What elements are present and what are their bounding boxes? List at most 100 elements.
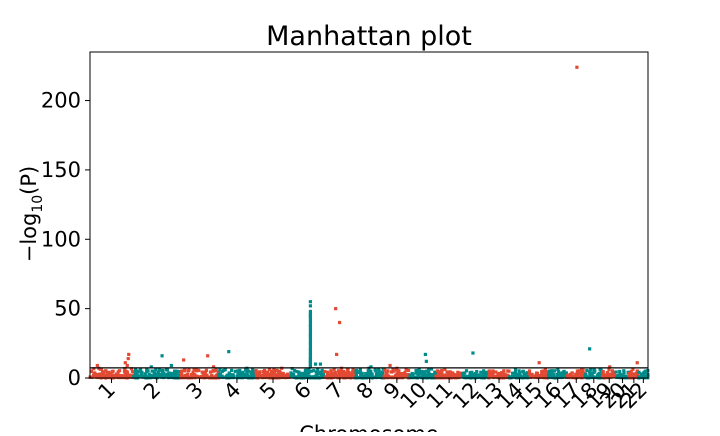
snp-point xyxy=(270,371,274,375)
snp-point xyxy=(193,373,197,377)
snp-point xyxy=(100,375,104,379)
snp-point xyxy=(464,369,469,373)
snp-point xyxy=(252,369,256,373)
snp-point xyxy=(608,365,612,369)
snp-point xyxy=(341,372,345,376)
snp-point xyxy=(461,371,465,376)
snp-point xyxy=(224,375,228,379)
snp-point xyxy=(236,369,240,373)
snp-point xyxy=(590,374,594,378)
snp-point xyxy=(458,373,462,377)
snp-point xyxy=(316,368,320,372)
snp-point xyxy=(211,369,215,373)
snp-point xyxy=(183,373,188,378)
snp-point xyxy=(145,368,149,372)
snp-point xyxy=(575,375,579,380)
snp-point xyxy=(590,371,594,375)
snp-point xyxy=(435,369,440,373)
snp-point xyxy=(598,367,602,371)
snp-point xyxy=(207,375,211,379)
snp-point xyxy=(164,368,169,372)
snp-point xyxy=(308,337,313,341)
snp-point xyxy=(161,368,165,373)
snp-point xyxy=(301,371,305,376)
snp-point xyxy=(131,373,135,377)
snp-point xyxy=(158,372,162,376)
chart-title: Manhattan plot xyxy=(266,21,472,52)
snp-point xyxy=(627,371,631,376)
snp-point xyxy=(434,372,438,376)
snp-point xyxy=(639,372,643,376)
snp-point xyxy=(476,375,480,379)
snp-point xyxy=(556,368,560,372)
snp-point xyxy=(592,370,596,374)
snp-point xyxy=(95,375,100,379)
snp-point xyxy=(183,369,187,373)
snp-point xyxy=(601,371,605,375)
snp-point xyxy=(153,375,157,379)
snp-point xyxy=(544,370,549,374)
snp-point xyxy=(106,374,111,378)
snp-point xyxy=(552,373,556,377)
snp-point xyxy=(517,369,521,373)
snp-point xyxy=(440,370,444,374)
snp-point xyxy=(328,372,332,376)
snp-point xyxy=(134,373,139,378)
snp-point xyxy=(427,371,431,376)
snp-point xyxy=(383,374,388,378)
snp-point xyxy=(623,375,628,379)
snp-point xyxy=(455,375,459,380)
snp-point xyxy=(504,375,508,379)
snp-point xyxy=(344,371,348,375)
snp-point xyxy=(235,375,239,379)
snp-point xyxy=(622,369,626,373)
snp-point xyxy=(283,373,287,378)
snp-point xyxy=(614,370,618,374)
snp-point xyxy=(95,373,99,377)
snp-point xyxy=(170,375,174,379)
snp-point xyxy=(308,304,313,308)
snp-point xyxy=(346,375,350,379)
snp-point xyxy=(580,372,584,376)
snp-point xyxy=(540,370,544,374)
snp-point xyxy=(337,320,342,325)
snp-point xyxy=(481,371,485,375)
snp-point xyxy=(557,372,561,376)
snp-point xyxy=(446,373,451,377)
snp-point xyxy=(418,370,422,374)
snp-point xyxy=(254,370,258,374)
snp-point xyxy=(566,373,570,377)
snp-point xyxy=(581,369,585,373)
snp-point xyxy=(608,375,612,379)
snp-point xyxy=(423,352,427,357)
snp-point xyxy=(620,373,624,377)
snp-point xyxy=(180,369,184,373)
snp-point xyxy=(137,374,141,379)
snp-point xyxy=(123,371,127,375)
snp-point xyxy=(307,367,311,372)
snp-point xyxy=(585,368,589,373)
snp-point xyxy=(496,372,500,376)
snp-point xyxy=(229,375,233,379)
snp-point xyxy=(122,369,127,373)
snp-point xyxy=(424,359,428,363)
snp-point xyxy=(494,370,498,374)
snp-point xyxy=(108,371,112,375)
snp-point xyxy=(306,374,310,378)
snp-point xyxy=(492,375,496,379)
y-tick-label: 150 xyxy=(41,158,81,182)
snp-point xyxy=(150,369,154,373)
snp-point xyxy=(502,369,506,373)
snp-point xyxy=(377,369,381,373)
y-axis: 0 50 100 150 200 xyxy=(41,89,90,390)
snp-point xyxy=(339,372,343,376)
snp-point xyxy=(380,373,384,377)
snp-point xyxy=(369,365,373,369)
snp-point xyxy=(473,371,478,376)
y-axis-label-suffix: (P) xyxy=(17,166,41,195)
snp-point xyxy=(92,367,96,371)
snp-point xyxy=(479,370,483,374)
snp-point xyxy=(430,375,435,379)
snp-point xyxy=(351,367,355,371)
snp-point xyxy=(260,375,265,379)
